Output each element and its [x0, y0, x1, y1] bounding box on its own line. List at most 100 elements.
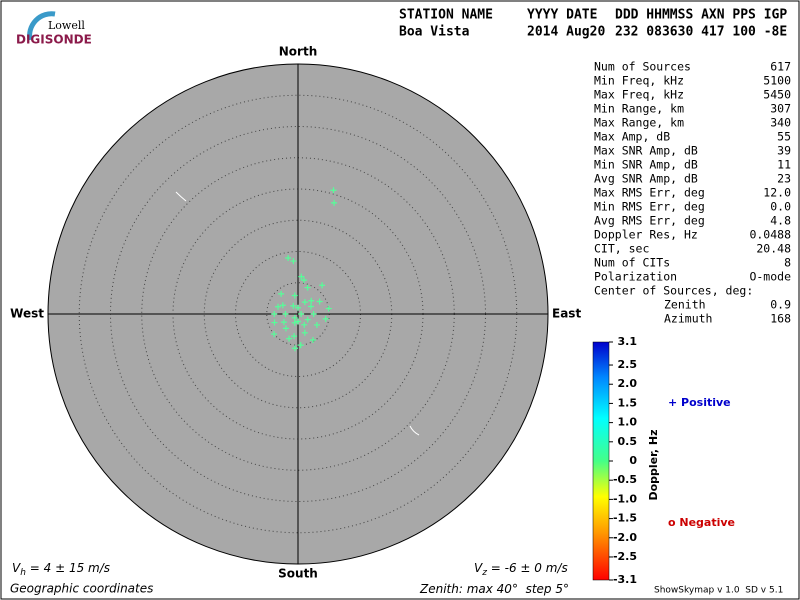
- source: [278, 290, 285, 297]
- arc-mark: [175, 191, 187, 202]
- coords: Geographic coordinates: [10, 582, 153, 596]
- source: [290, 302, 297, 309]
- colorbar-tick-label: -2.5: [613, 550, 637, 563]
- source: [316, 298, 323, 305]
- center-label: Azimuth: [664, 312, 712, 326]
- stat-value: 20.48: [756, 242, 791, 256]
- source: [298, 273, 305, 280]
- stat-label: Max Amp, dB: [594, 130, 670, 144]
- logo-top: Lowell: [48, 19, 85, 32]
- header-cell: 2014 Aug20: [527, 25, 605, 40]
- stat-value: 8: [784, 256, 791, 270]
- source: [290, 258, 297, 265]
- center-title: Center of Sources, deg:: [594, 284, 753, 298]
- header-cell: Boa Vista: [399, 25, 470, 40]
- colorbar-tick-label: -2.0: [613, 531, 637, 544]
- logo-arc: [27, 11, 56, 41]
- source: [301, 321, 308, 328]
- source: [322, 315, 329, 322]
- header-cell: YYYY DATE: [527, 8, 597, 23]
- stat-value: 4.8: [770, 214, 791, 228]
- stat-value: 12.0: [763, 186, 791, 200]
- stat-label: Polarization: [594, 270, 677, 284]
- header-cell: STATION NAME: [399, 8, 493, 23]
- colorbar-tick-label: -1.5: [613, 512, 637, 525]
- colorbar: [592, 341, 610, 581]
- dir-south: South: [278, 567, 318, 581]
- source: [298, 311, 305, 317]
- stat-value: 0.0488: [749, 228, 791, 242]
- stat-label: Max Range, km: [594, 116, 684, 130]
- vz: Vz = -6 ± 0 m/s: [474, 561, 568, 578]
- source: [325, 305, 332, 312]
- dir-east: East: [552, 307, 581, 321]
- colorbar-tick-label: 2.5: [618, 358, 638, 371]
- legend-positive: + Positive: [668, 396, 731, 409]
- source: [280, 319, 287, 326]
- stat-label: Doppler Res, Hz: [594, 228, 698, 242]
- source: [308, 297, 315, 304]
- stat-label: Min Freq, kHz: [594, 74, 684, 88]
- source: [331, 199, 338, 206]
- logo-bottom: DIGISONDE: [16, 33, 92, 47]
- stat-label: CIT, sec: [594, 242, 649, 256]
- stat-value: 340: [770, 116, 791, 130]
- stat-label: Max SNR Amp, dB: [594, 144, 698, 158]
- stat-value: O-mode: [749, 270, 791, 284]
- stat-label: Num of Sources: [594, 60, 691, 74]
- source: [275, 303, 282, 310]
- zenith-info: Zenith: max 40° step 5°: [419, 582, 569, 596]
- stat-value: 307: [770, 102, 791, 116]
- dir-west: West: [10, 307, 44, 321]
- source: [271, 319, 278, 326]
- center-value: 168: [770, 312, 791, 326]
- source: [291, 333, 298, 340]
- header-cell: DDD HHMMSS AXN PPS IGP: [615, 8, 787, 23]
- source: [271, 311, 278, 317]
- stat-label: Min RMS Err, deg: [594, 200, 705, 214]
- source: [282, 325, 289, 332]
- stat-value: 0.0: [770, 200, 791, 214]
- legend-negative: o Negative: [668, 516, 735, 529]
- stat-value: 617: [770, 60, 791, 74]
- source: [295, 318, 301, 325]
- source: [282, 311, 289, 317]
- source: [307, 303, 314, 310]
- source: [310, 311, 317, 317]
- stat-label: Max RMS Err, deg: [594, 186, 705, 200]
- source: [291, 292, 298, 299]
- source: [304, 284, 311, 291]
- colorbar-tick-label: 1.5: [618, 396, 638, 409]
- dir-north: North: [279, 45, 317, 59]
- stat-label: Max Freq, kHz: [594, 88, 684, 102]
- colorbar-tick-label: -1.0: [613, 492, 637, 505]
- version: ShowSkymap v 1.0 SD v 5.1: [654, 586, 783, 596]
- center-label: Zenith: [664, 298, 706, 312]
- stat-label: Avg RMS Err, deg: [594, 214, 705, 228]
- stat-label: Num of CITs: [594, 256, 670, 270]
- colorbar-tick-label: -0.5: [613, 473, 637, 486]
- colorbar-tick-label: 3.1: [618, 335, 638, 348]
- source: [304, 316, 311, 323]
- source: [297, 342, 304, 349]
- header-cell: 232 083630 417 100 -8E: [615, 25, 787, 40]
- source: [301, 299, 308, 306]
- source: [310, 336, 316, 343]
- stat-value: 55: [777, 130, 791, 144]
- vh: Vh = 4 ± 15 m/s: [12, 561, 110, 578]
- colorbar-tick-label: 2.0: [618, 377, 638, 390]
- stat-value: 39: [777, 144, 791, 158]
- source: [301, 329, 308, 336]
- source: [300, 277, 307, 284]
- stat-value: 11: [777, 158, 791, 172]
- source: [313, 321, 320, 328]
- center-value: 0.9: [770, 298, 791, 312]
- stat-value: 5450: [763, 88, 791, 102]
- source: [292, 345, 299, 352]
- stat-value: 5100: [763, 74, 791, 88]
- colorbar-tick-label: 0.5: [618, 435, 638, 448]
- stat-value: 23: [777, 172, 791, 186]
- source: [330, 187, 337, 194]
